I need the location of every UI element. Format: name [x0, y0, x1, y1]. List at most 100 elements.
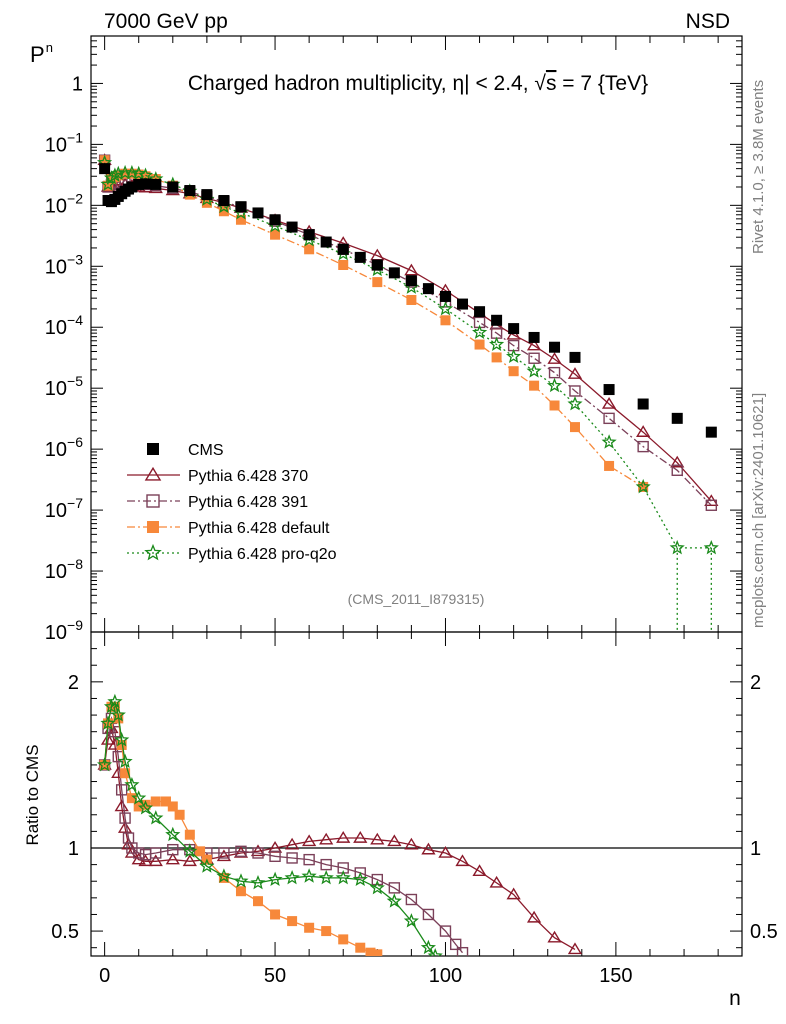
pythia-6-428-391-ratio-point [286, 852, 298, 864]
pythia-6-428-370-ratio-point [250, 844, 266, 857]
pythia-6-428-370-ratio-point [404, 837, 419, 850]
y-tick-label: 10−6 [45, 434, 83, 461]
pythia-6-428-370-ratio-point [284, 837, 300, 850]
pythia-6-428-default-ratio-point [218, 872, 229, 883]
pythia-6-428-default-point [218, 206, 229, 217]
cms-point [184, 185, 196, 197]
pythia-6-428-pro-q2o-ratio-point [182, 843, 198, 858]
pythia-6-428-default-point [406, 294, 417, 305]
pythia-6-428-391-ratio-point [235, 845, 247, 858]
pythia-6-428-pro-q2o-ratio-point [318, 869, 334, 885]
pythia-6-428-default-line [103, 160, 644, 488]
pythia-6-428-default-ratio-point [321, 926, 332, 937]
legend-marker-pythia-6-428-pro-q2o [144, 543, 162, 561]
pythia-6-428-default-ratio-point [174, 809, 185, 820]
header-right: NSD [686, 10, 730, 33]
pythia-6-428-391-point [528, 352, 540, 364]
pythia-6-428-pro-q2o-point [131, 165, 147, 181]
lower-panel-frame [90, 631, 743, 957]
pythia-6-428-pro-q2o-point [703, 539, 719, 555]
y-tick-label: 10−2 [45, 190, 83, 217]
pythia-6-428-pro-q2o-ratio-point [117, 753, 133, 769]
pythia-6-428-default-ratio-point [287, 916, 298, 927]
pythia-6-428-pro-q2o-ratio-point [97, 756, 113, 772]
legend-marker-pythia-6-428-default [147, 521, 159, 533]
y-axis-label-ratio: Ratio to CMS [23, 744, 42, 845]
pythia-6-428-default-point [440, 315, 451, 326]
pythia-6-428-default-point [120, 168, 131, 179]
lower-axes: 0 50 100 150 0.5 0.5 1 1 2 2 [51, 632, 778, 987]
pythia-6-428-default-point [549, 400, 560, 411]
pythia-6-428-370-ratio-point [114, 799, 129, 812]
cms-point [671, 412, 683, 424]
cms-point [388, 267, 400, 279]
pythia-6-428-pro-q2o-point [472, 324, 488, 339]
pythia-6-428-pro-q2o-ratio-point [267, 871, 283, 887]
pythia-6-428-391-ratio-point [405, 893, 418, 906]
pythia-6-428-370-ratio-point [526, 910, 542, 923]
cms-point [422, 283, 434, 295]
pythia-6-428-default-ratio-point [253, 896, 264, 907]
legend-label-cms: CMS [188, 442, 224, 459]
rivet-version-label: Rivet 4.1.0, ≥ 3.8M events [750, 80, 767, 254]
upper-panel-frame [90, 35, 743, 633]
pythia-6-428-pro-q2o-point [546, 377, 563, 393]
pythia-6-428-391-ratio-point [252, 847, 264, 859]
pythia-6-428-370-point [526, 338, 542, 351]
cms-point [133, 178, 145, 190]
cms-point [235, 201, 247, 213]
pythia-6-428-370-ratio-point [302, 834, 317, 847]
cms-point [569, 351, 581, 363]
pythia-6-428-default-ratio-point [304, 922, 315, 933]
pythia-6-428-pro-q2o-ratio-point [369, 879, 385, 895]
upper-axes: 1 10−1 10−2 10−3 10−4 10−5 10−6 10−7 10−8 10−9 [45, 35, 742, 644]
legend-marker-cms [147, 443, 159, 455]
pythia-6-428-pro-q2o-point [669, 539, 685, 555]
pythia-6-428-391-ratio-point [388, 882, 401, 894]
pythia-6-428-370-point [567, 367, 583, 379]
pythia-6-428-default-ratio-point [195, 846, 206, 857]
pythia-6-428-370-ratio-point [319, 832, 334, 845]
cms-point [99, 163, 111, 175]
legend-marker-pythia-6-428-370 [144, 466, 162, 481]
pythia-6-428-pro-q2o-ratio-point [301, 868, 317, 883]
pythia-6-428-391-ratio-point [115, 784, 128, 796]
pythia-6-428-pro-q2o-ratio-point [114, 732, 130, 747]
pythia-6-428-pro-q2o-ratio-point [233, 873, 249, 888]
pythia-6-428-pro-q2o-ratio-point [199, 858, 215, 873]
pythia-6-428-370-point [636, 425, 651, 437]
pythia-6-428-391-ratio-point [167, 843, 179, 856]
pythia-6-428-default-point [270, 229, 281, 240]
x-tick-label: 100 [429, 965, 462, 987]
pythia-6-428-pro-q2o-ratio-point [420, 939, 436, 955]
y-tick-label: 10−5 [45, 373, 83, 400]
pythia-6-428-pro-q2o-ratio-point [335, 869, 351, 885]
pythia-6-428-370-ratio-point [421, 842, 436, 855]
pythia-6-428-370-ratio-point [336, 831, 351, 843]
cms-point [150, 178, 162, 190]
pythia-6-428-391-point [705, 499, 718, 511]
pythia-6-428-default-ratio-point [365, 947, 376, 956]
pythia-6-428-391-ratio-point [320, 858, 332, 871]
cms-point [491, 314, 503, 326]
y-tick-label: 2 [68, 672, 79, 694]
cms-point [167, 181, 179, 193]
pythia-6-428-default-ratio-point [270, 909, 281, 920]
pythia-6-428-default-point [133, 169, 144, 180]
pythia-6-428-default-ratio-point [126, 793, 137, 804]
pythia-6-428-pro-q2o-point [505, 348, 522, 364]
pythia-6-428-391-ratio-point [119, 812, 131, 824]
cms-point [439, 290, 451, 302]
y-tick-label-right: 2 [750, 672, 761, 694]
pythia-6-428-default-ratio-point [355, 942, 366, 953]
pythia-6-428-391-ratio-line [103, 716, 464, 954]
pythia-6-428-370-ratio-point [138, 854, 153, 867]
pythia-6-428-pro-q2o-ratio-point [284, 869, 300, 885]
pythia-6-428-370-ratio-point [165, 852, 180, 865]
cms-point [269, 214, 281, 226]
cms-point [320, 236, 332, 248]
pythia-6-428-370-point [404, 263, 419, 276]
pythia-6-428-pro-q2o-ratio-point [386, 893, 402, 908]
pythia-6-428-370-point [547, 352, 562, 364]
legend-label-pythia-6-428-391: Pythia 6.428 391 [188, 494, 308, 511]
